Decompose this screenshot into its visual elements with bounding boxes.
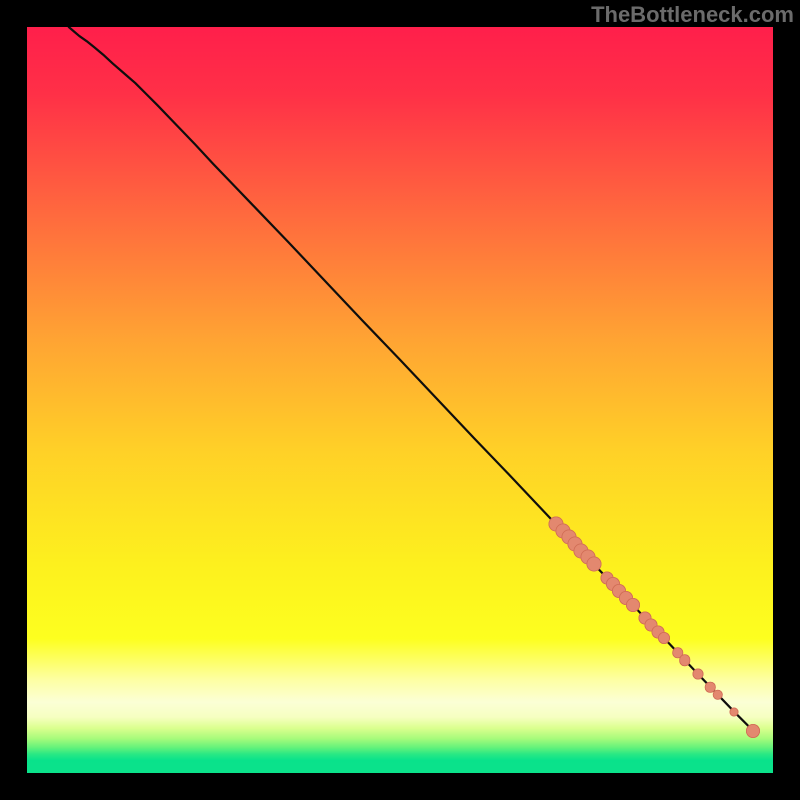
data-marker [746, 724, 760, 738]
data-marker [692, 668, 703, 679]
curve-layer [27, 27, 773, 773]
data-marker [626, 598, 640, 612]
watermark-text: TheBottleneck.com [591, 2, 794, 28]
plot-area [27, 27, 773, 773]
data-marker [730, 707, 739, 716]
data-marker [658, 632, 670, 644]
data-marker [586, 557, 601, 572]
figure-stage: TheBottleneck.com [0, 0, 800, 800]
data-marker [713, 689, 724, 700]
data-marker [679, 655, 691, 667]
